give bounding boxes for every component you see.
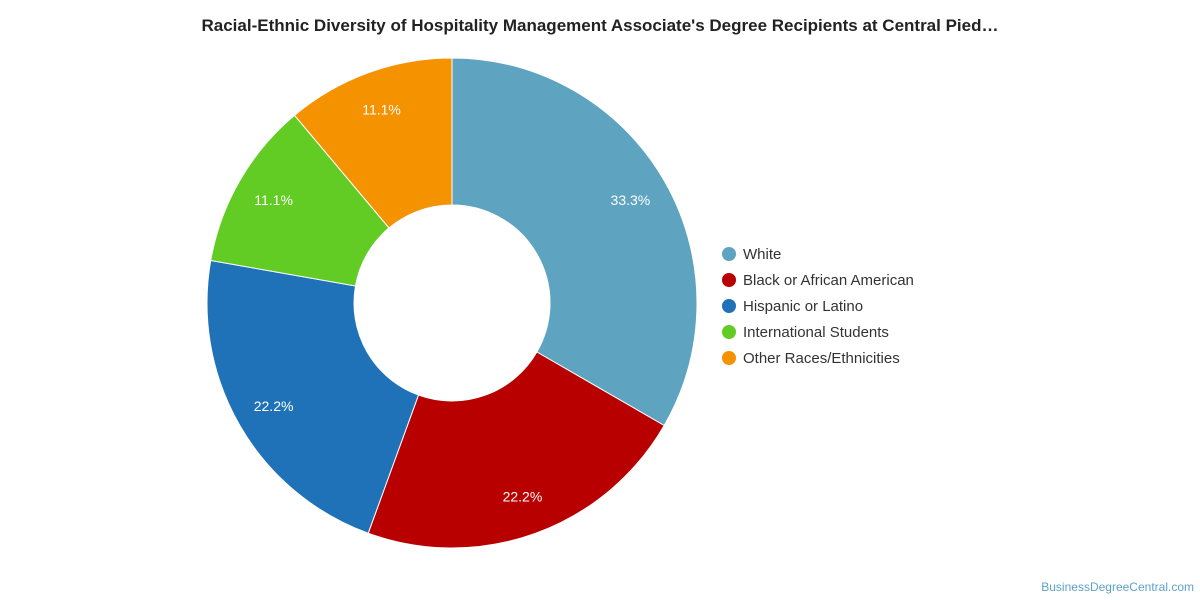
labels-group: 33.3% 22.2% 22.2% 11.1% 11.1%: [254, 101, 651, 504]
slice-5[interactable]: [293, 57, 453, 229]
slice-label-4: 11.1%: [254, 192, 293, 208]
legend-swatch: [722, 325, 736, 339]
slice-label-3: 22.2%: [254, 398, 294, 414]
slice-label-1: 33.3%: [611, 192, 651, 208]
legend-swatch: [722, 299, 736, 313]
slice-1[interactable]: [451, 57, 698, 427]
legend-item[interactable]: White: [722, 241, 914, 267]
slice-3[interactable]: [206, 259, 420, 534]
slice-2[interactable]: [367, 351, 665, 549]
slice-4[interactable]: [210, 114, 390, 287]
legend-swatch: [722, 247, 736, 261]
slices-group: [206, 57, 698, 549]
chart-title: Racial-Ethnic Diversity of Hospitality M…: [201, 16, 999, 35]
legend-label: Hispanic or Latino: [743, 297, 864, 315]
slice-label-2: 22.2%: [503, 489, 543, 505]
legend-label: White: [743, 245, 782, 263]
legend-item[interactable]: Hispanic or Latino: [722, 293, 914, 319]
slice-label-5: 11.1%: [362, 101, 401, 117]
legend: White Black or African American Hispanic o…: [722, 241, 914, 371]
legend-swatch: [722, 351, 736, 365]
source-credit[interactable]: BusinessDegreeCentral.com: [1041, 580, 1194, 594]
legend-item[interactable]: Other Races/Ethnicities: [722, 345, 914, 371]
legend-item[interactable]: Black or African American: [722, 267, 914, 293]
legend-label: Black or African American: [743, 271, 914, 289]
legend-label: Other Races/Ethnicities: [743, 349, 900, 367]
legend-item[interactable]: International Students: [722, 319, 914, 345]
legend-swatch: [722, 273, 736, 287]
legend-label: International Students: [743, 323, 889, 341]
